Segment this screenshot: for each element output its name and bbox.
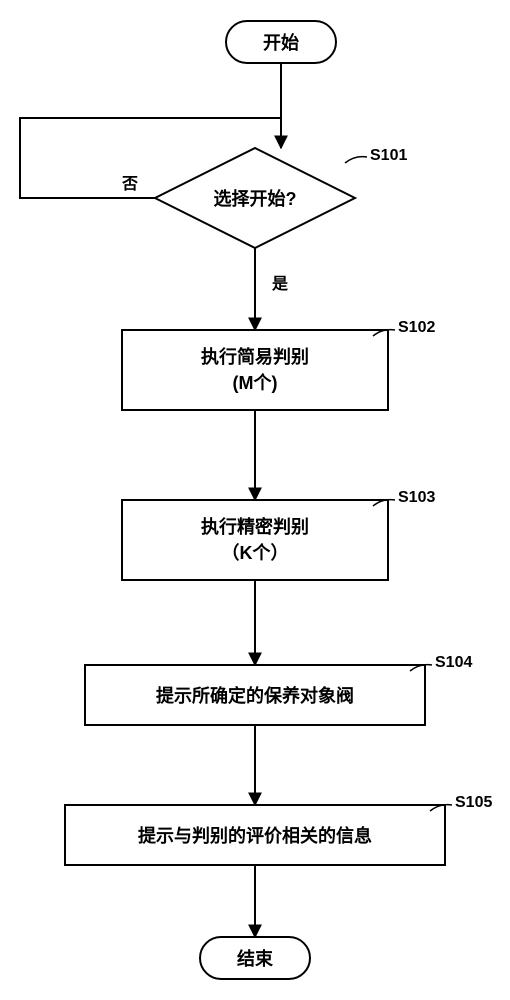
- node-s103-label2: （K个）: [222, 542, 289, 563]
- node-s105-label: 提示与判别的评价相关的信息: [138, 825, 372, 846]
- edge-label-no: 否: [121, 175, 138, 193]
- node-s103-label1: 执行精密判别: [201, 516, 309, 537]
- node-decision-label: 选择开始?: [214, 188, 297, 209]
- node-s102-label1: 执行简易判别: [201, 346, 309, 367]
- hook-s101: [345, 157, 367, 163]
- node-s102-label2: (M个): [233, 372, 278, 393]
- tag-s105: S105: [455, 794, 492, 811]
- node-end-label: 结束: [237, 948, 274, 969]
- node-s104-label: 提示所确定的保养对象阀: [156, 685, 354, 706]
- tag-s102: S102: [398, 319, 435, 336]
- node-start-label: 开始: [263, 32, 299, 53]
- tag-s104: S104: [435, 654, 472, 671]
- tag-s103: S103: [398, 489, 435, 506]
- node-s103: [122, 500, 388, 580]
- node-s102: [122, 330, 388, 410]
- edge-label-yes: 是: [271, 275, 288, 293]
- tag-s101: S101: [370, 147, 407, 164]
